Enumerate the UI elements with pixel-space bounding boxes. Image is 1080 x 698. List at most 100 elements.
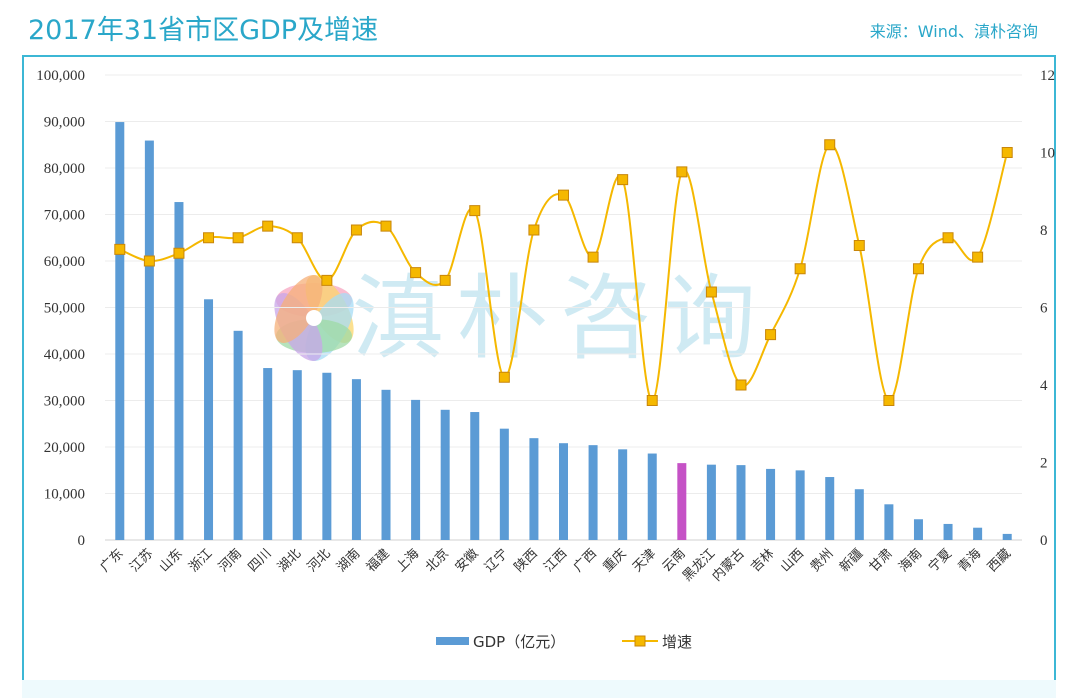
category-label: 甘肃 — [867, 546, 896, 575]
category-label: 宁夏 — [925, 546, 955, 576]
right-axis-tick: 6 — [1040, 301, 1048, 317]
category-label: 河南 — [215, 546, 245, 576]
right-axis-tick: 0 — [1040, 533, 1048, 549]
bar-贵州 — [825, 477, 835, 540]
bar-甘肃 — [884, 504, 894, 540]
left-axis-tick: 0 — [78, 533, 86, 549]
growth-marker-黑龙江 — [705, 286, 717, 298]
left-axis-tick: 70,000 — [44, 208, 85, 224]
bar-辽宁 — [499, 428, 509, 540]
category-label: 西藏 — [985, 546, 1014, 575]
growth-marker-辽宁 — [498, 371, 510, 383]
growth-marker-湖南 — [350, 224, 362, 236]
growth-marker-广西 — [587, 251, 599, 263]
bar-西藏 — [1002, 533, 1012, 540]
growth-marker-上海 — [410, 267, 422, 279]
growth-marker-甘肃 — [883, 395, 895, 406]
growth-marker-青海 — [972, 251, 984, 263]
growth-marker-浙江 — [203, 232, 215, 244]
category-label: 辽宁 — [481, 546, 511, 576]
growth-marker-新疆 — [853, 240, 865, 251]
category-label: 天津 — [630, 546, 659, 575]
growth-marker-安徽 — [469, 205, 481, 217]
growth-marker-天津 — [646, 395, 658, 406]
growth-marker-山西 — [794, 263, 806, 275]
bar-云南 — [677, 463, 687, 540]
growth-marker-河北 — [321, 274, 333, 286]
growth-marker-山东 — [173, 247, 185, 259]
growth-marker-北京 — [439, 274, 451, 286]
bar-黑龙江 — [706, 464, 716, 540]
left-axis-tick: 100,000 — [36, 68, 85, 84]
bar-广东 — [115, 122, 125, 540]
bar-浙江 — [204, 299, 214, 540]
growth-marker-西藏 — [1001, 147, 1013, 158]
chart-title: 2017年31省市区GDP及增速 — [28, 15, 379, 46]
growth-marker-重庆 — [617, 174, 629, 186]
legend-growth-marker — [634, 635, 646, 647]
growth-marker-江苏 — [143, 255, 155, 267]
bar-河南 — [233, 330, 243, 540]
bar-江西 — [559, 443, 568, 540]
legend-growth-label: 增速 — [662, 633, 692, 651]
category-label: 重庆 — [600, 546, 630, 576]
bar-海南 — [913, 519, 923, 540]
bar-河北 — [322, 372, 332, 540]
growth-marker-福建 — [380, 220, 392, 232]
category-label: 新疆 — [836, 546, 866, 576]
bar-天津 — [647, 453, 657, 540]
bar-吉林 — [766, 468, 776, 540]
bar-四川 — [263, 368, 273, 540]
category-label: 陕西 — [512, 546, 541, 575]
legend-gdp-swatch — [436, 637, 469, 645]
category-label: 上海 — [393, 546, 422, 575]
category-label: 广西 — [571, 546, 600, 575]
bar-宁夏 — [943, 523, 953, 540]
bar-山西 — [795, 470, 805, 540]
bottom-band — [22, 680, 1056, 698]
category-label: 山东 — [157, 546, 186, 575]
growth-marker-内蒙古 — [735, 379, 747, 391]
category-label: 吉林 — [748, 546, 777, 575]
bar-青海 — [973, 527, 983, 540]
left-axis-tick: 80,000 — [44, 161, 85, 177]
left-axis-tick: 60,000 — [44, 254, 85, 270]
right-axis-tick: 12 — [1040, 68, 1055, 84]
growth-marker-河南 — [232, 232, 244, 244]
category-label: 黑龙江 — [680, 546, 718, 584]
bar-山东 — [174, 202, 184, 540]
left-axis-tick: 30,000 — [44, 394, 85, 410]
category-label: 安徽 — [453, 546, 482, 575]
growth-marker-吉林 — [765, 329, 777, 341]
growth-marker-海南 — [912, 263, 924, 275]
category-label: 北京 — [423, 546, 452, 575]
right-axis-tick: 8 — [1040, 223, 1048, 239]
source-note: 来源：Wind、滇朴咨询 — [869, 22, 1038, 41]
left-axis-tick: 20,000 — [44, 440, 85, 456]
bar-内蒙古 — [736, 465, 746, 540]
growth-marker-陕西 — [528, 224, 540, 236]
category-label: 江苏 — [126, 546, 156, 576]
left-axis-tick: 10,000 — [44, 487, 85, 503]
watermark-text: 滇朴咨询 — [352, 265, 768, 372]
growth-marker-广东 — [114, 243, 126, 255]
left-axis-tick: 40,000 — [44, 347, 85, 363]
bar-江苏 — [144, 140, 154, 540]
category-label: 四川 — [246, 546, 275, 575]
bar-陕西 — [529, 438, 539, 540]
category-label: 青海 — [955, 546, 984, 575]
legend-gdp-label: GDP（亿元） — [473, 633, 565, 651]
category-label: 河北 — [305, 546, 334, 575]
bar-北京 — [440, 409, 450, 540]
category-label: 浙江 — [186, 546, 215, 575]
category-label: 福建 — [364, 546, 393, 575]
bar-安徽 — [470, 412, 480, 540]
growth-marker-江西 — [558, 189, 569, 201]
category-label: 广东 — [98, 546, 127, 575]
logo-center — [306, 310, 322, 326]
category-label: 湖南 — [334, 546, 364, 576]
growth-marker-云南 — [676, 166, 688, 178]
category-label: 内蒙古 — [709, 546, 748, 585]
left-axis-tick: 90,000 — [44, 115, 85, 131]
